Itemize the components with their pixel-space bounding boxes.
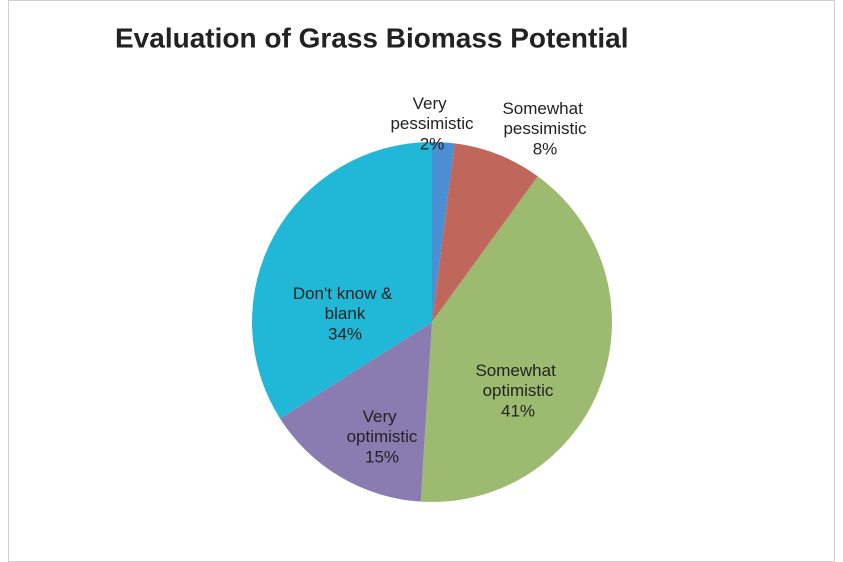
pie-slice <box>251 142 432 419</box>
pie-slice <box>420 176 612 502</box>
slice-label: Very optimistic <box>347 407 418 446</box>
slice-label: Don't know & blank <box>293 284 397 323</box>
slice-label: Somewhat pessimistic <box>502 99 587 138</box>
pie-slice <box>432 142 455 322</box>
slice-value-label: 2% <box>420 134 445 153</box>
pie-slice <box>280 322 432 502</box>
chart-title: Evaluation of Grass Biomass Potential <box>115 22 628 53</box>
slice-value-label: 15% <box>365 447 399 466</box>
slice-value-label: 34% <box>328 324 362 343</box>
slice-value-label: 41% <box>501 401 535 420</box>
slice-label: Very pessimistic <box>390 94 474 133</box>
slice-label: Somewhat optimistic <box>475 361 560 400</box>
slice-value-label: 8% <box>533 139 558 158</box>
pie-slice <box>432 143 538 322</box>
